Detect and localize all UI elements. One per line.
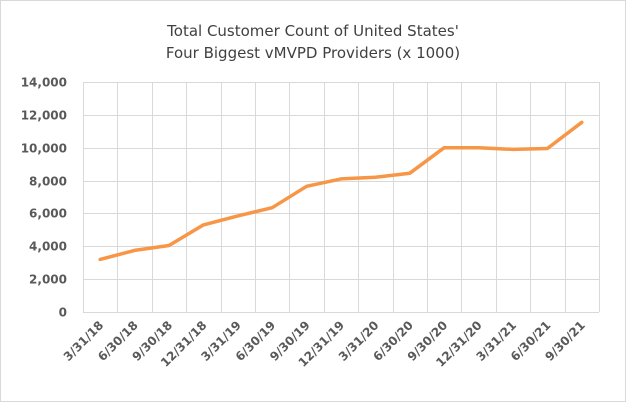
y-tick-label: 2,000 [29, 273, 67, 287]
y-tick-label: 12,000 [21, 109, 67, 123]
series-line [98, 120, 584, 262]
series-layer [98, 120, 584, 262]
chart-title-line-1: Total Customer Count of United States' [167, 22, 459, 40]
y-tick-label: 8,000 [29, 175, 67, 189]
y-tick-label: 10,000 [21, 142, 67, 156]
y-tick-label: 6,000 [29, 207, 67, 221]
grid-layer [83, 82, 600, 312]
y-tick-labels: 0 2,000 4,000 6,000 8,000 10,000 12,000 14,000 [21, 76, 67, 320]
y-tick-label: 14,000 [21, 76, 67, 90]
y-tick-label: 0 [59, 306, 67, 320]
y-tick-label: 4,000 [29, 240, 67, 254]
chart-title-line-2: Four Biggest vMVPD Providers (x 1000) [165, 44, 461, 62]
chart-title: Total Customer Count of United States' F… [0, 20, 626, 64]
x-tick-labels: 3/31/186/30/189/30/1812/31/183/31/196/30… [61, 318, 588, 370]
